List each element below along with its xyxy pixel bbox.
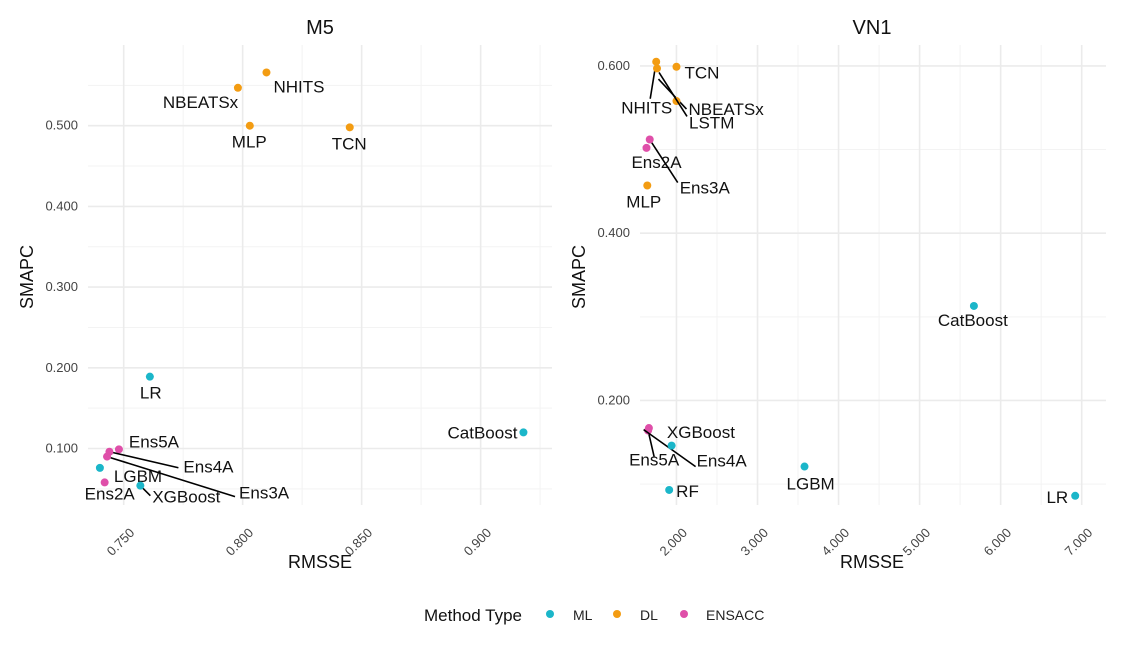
panel-m5-point-mlp	[245, 121, 254, 130]
panel-m5-point-lr	[145, 372, 154, 381]
panel-vn1-leader-ens3a	[649, 139, 679, 183]
panel-vn1-label-nbeatsx: NBEATSx	[688, 100, 764, 119]
panel-m5-point-nbeatsx	[233, 83, 242, 92]
panel-m5-y-tick-label: 0.400	[45, 198, 78, 213]
legend: Method Type ML DL ENSACC	[424, 606, 764, 625]
panel-m5-label-ens4a: Ens4A	[183, 458, 234, 477]
panel-m5-grid	[88, 45, 552, 505]
panel-vn1-y-tick-label: 0.200	[597, 392, 630, 407]
panel-m5-leader-ens3a	[106, 455, 236, 498]
panel-m5-point-nhits	[262, 68, 271, 77]
panel-vn1-x-tick-label: 6.000	[981, 525, 1015, 559]
legend-marker-ensacc	[680, 610, 688, 618]
panel-m5-x-axis-label: RMSSE	[288, 552, 352, 572]
panel-vn1-title: VN1	[853, 17, 892, 39]
panel-m5-label-nhits: NHITS	[273, 77, 324, 96]
panel-vn1-label-nhits: NHITS	[621, 99, 672, 118]
panel-m5-point-catboost	[519, 428, 528, 437]
panel-m5-label-ens3a: Ens3A	[239, 484, 290, 503]
panel-vn1-label-ens3a: Ens3A	[680, 179, 731, 198]
panel-m5-point-ens2a	[100, 478, 109, 487]
panel-m5-point-xgboost	[136, 481, 145, 490]
panel-m5-point-ens3a	[103, 452, 112, 461]
panel-m5-y-axis-label: SMAPC	[17, 245, 37, 309]
panel-vn1-point-mlp	[643, 181, 652, 190]
panel-m5-y-tick-label: 0.100	[45, 441, 78, 456]
panel-vn1-x-axis-label: RMSSE	[840, 552, 904, 572]
panel-m5-x-tick-label: 0.800	[223, 525, 257, 559]
panel-vn1-label-lr: LR	[1046, 488, 1068, 507]
panel-vn1: VN1 RMSSE SMAPC 2.000 3.000 4.000 5.000 6.00…	[569, 17, 1106, 572]
panel-vn1-point-ens5a	[644, 426, 653, 435]
panel-m5-point-ens5a	[114, 445, 123, 454]
panel-m5-label-mlp: MLP	[232, 133, 267, 152]
panel-m5: M5 RMSSE SMAPC 0.750 0.800 0.850 0.900 0.100…	[17, 17, 552, 572]
panel-m5-x-tick-label: 0.750	[104, 525, 138, 559]
panel-vn1-label-tcn: TCN	[684, 64, 719, 83]
panel-m5-label-lgbm: LGBM	[114, 467, 162, 486]
panel-m5-x-tick-label: 0.850	[342, 525, 376, 559]
legend-label-ml: ML	[573, 607, 593, 623]
panel-m5-y-tick-label: 0.300	[45, 279, 78, 294]
panel-vn1-y-axis-label: SMAPC	[569, 245, 589, 309]
panel-vn1-label-rf: RF	[676, 482, 699, 501]
panel-vn1-point-catboost	[969, 301, 978, 310]
panel-vn1-point-ens3a	[645, 135, 654, 144]
panel-vn1-point-lstm	[653, 64, 662, 73]
panel-m5-label-catboost: CatBoost	[448, 423, 518, 442]
panel-vn1-point-ens4a	[667, 441, 676, 450]
panel-vn1-label-ens5a: Ens5A	[629, 451, 680, 470]
legend-title: Method Type	[424, 606, 522, 625]
panel-vn1-label-xgboost: XGBoost	[667, 423, 735, 442]
legend-label-ensacc: ENSACC	[706, 607, 764, 623]
panel-vn1-leader-lstm	[658, 71, 688, 117]
legend-marker-ml	[546, 610, 554, 618]
panel-vn1-point-tcn	[672, 62, 681, 71]
panel-m5-point-lgbm	[95, 463, 104, 472]
panel-m5-label-lr: LR	[140, 384, 162, 403]
panel-m5-label-tcn: TCN	[332, 134, 367, 153]
panel-vn1-x-tick-label: 7.000	[1062, 525, 1096, 559]
panel-vn1-label-lstm: LSTM	[689, 113, 734, 132]
panel-vn1-label-ens4a: Ens4A	[697, 452, 748, 471]
panel-vn1-label-catboost: CatBoost	[938, 311, 1008, 330]
panel-m5-point-tcn	[345, 123, 354, 132]
panel-vn1-label-mlp: MLP	[626, 193, 661, 212]
panel-vn1-x-tick-label: 5.000	[900, 525, 934, 559]
legend-label-dl: DL	[640, 607, 658, 623]
panel-m5-label-xgboost: XGBoost	[152, 488, 220, 507]
panel-vn1-label-lgbm: LGBM	[787, 475, 835, 494]
panel-m5-label-ens5a: Ens5A	[129, 432, 180, 451]
panel-vn1-label-ens2a: Ens2A	[631, 153, 682, 172]
panel-m5-title: M5	[306, 17, 334, 39]
panel-m5-label-nbeatsx: NBEATSx	[163, 93, 239, 112]
panel-m5-label-ens2a: Ens2A	[85, 484, 136, 503]
panel-vn1-point-lr	[1071, 491, 1080, 500]
panel-vn1-point-nhits	[652, 57, 661, 66]
panel-vn1-grid	[640, 45, 1106, 505]
panel-vn1-point-lgbm	[800, 462, 809, 471]
panel-vn1-y-tick-label: 0.400	[597, 225, 630, 240]
panel-vn1-y-tick-label: 0.600	[597, 58, 630, 73]
legend-marker-dl	[613, 610, 621, 618]
panel-vn1-x-tick-label: 3.000	[738, 525, 772, 559]
panel-vn1-point-rf	[665, 485, 674, 494]
panel-m5-y-tick-label: 0.200	[45, 360, 78, 375]
panel-vn1-point-ens2a	[642, 143, 651, 152]
panel-vn1-x-tick-label: 2.000	[656, 525, 690, 559]
panel-m5-leader-ens4a	[109, 450, 179, 469]
panel-vn1-leader-ens5a	[647, 430, 655, 457]
panel-m5-x-tick-label: 0.900	[461, 525, 495, 559]
panel-m5-y-tick-label: 0.500	[45, 118, 78, 133]
